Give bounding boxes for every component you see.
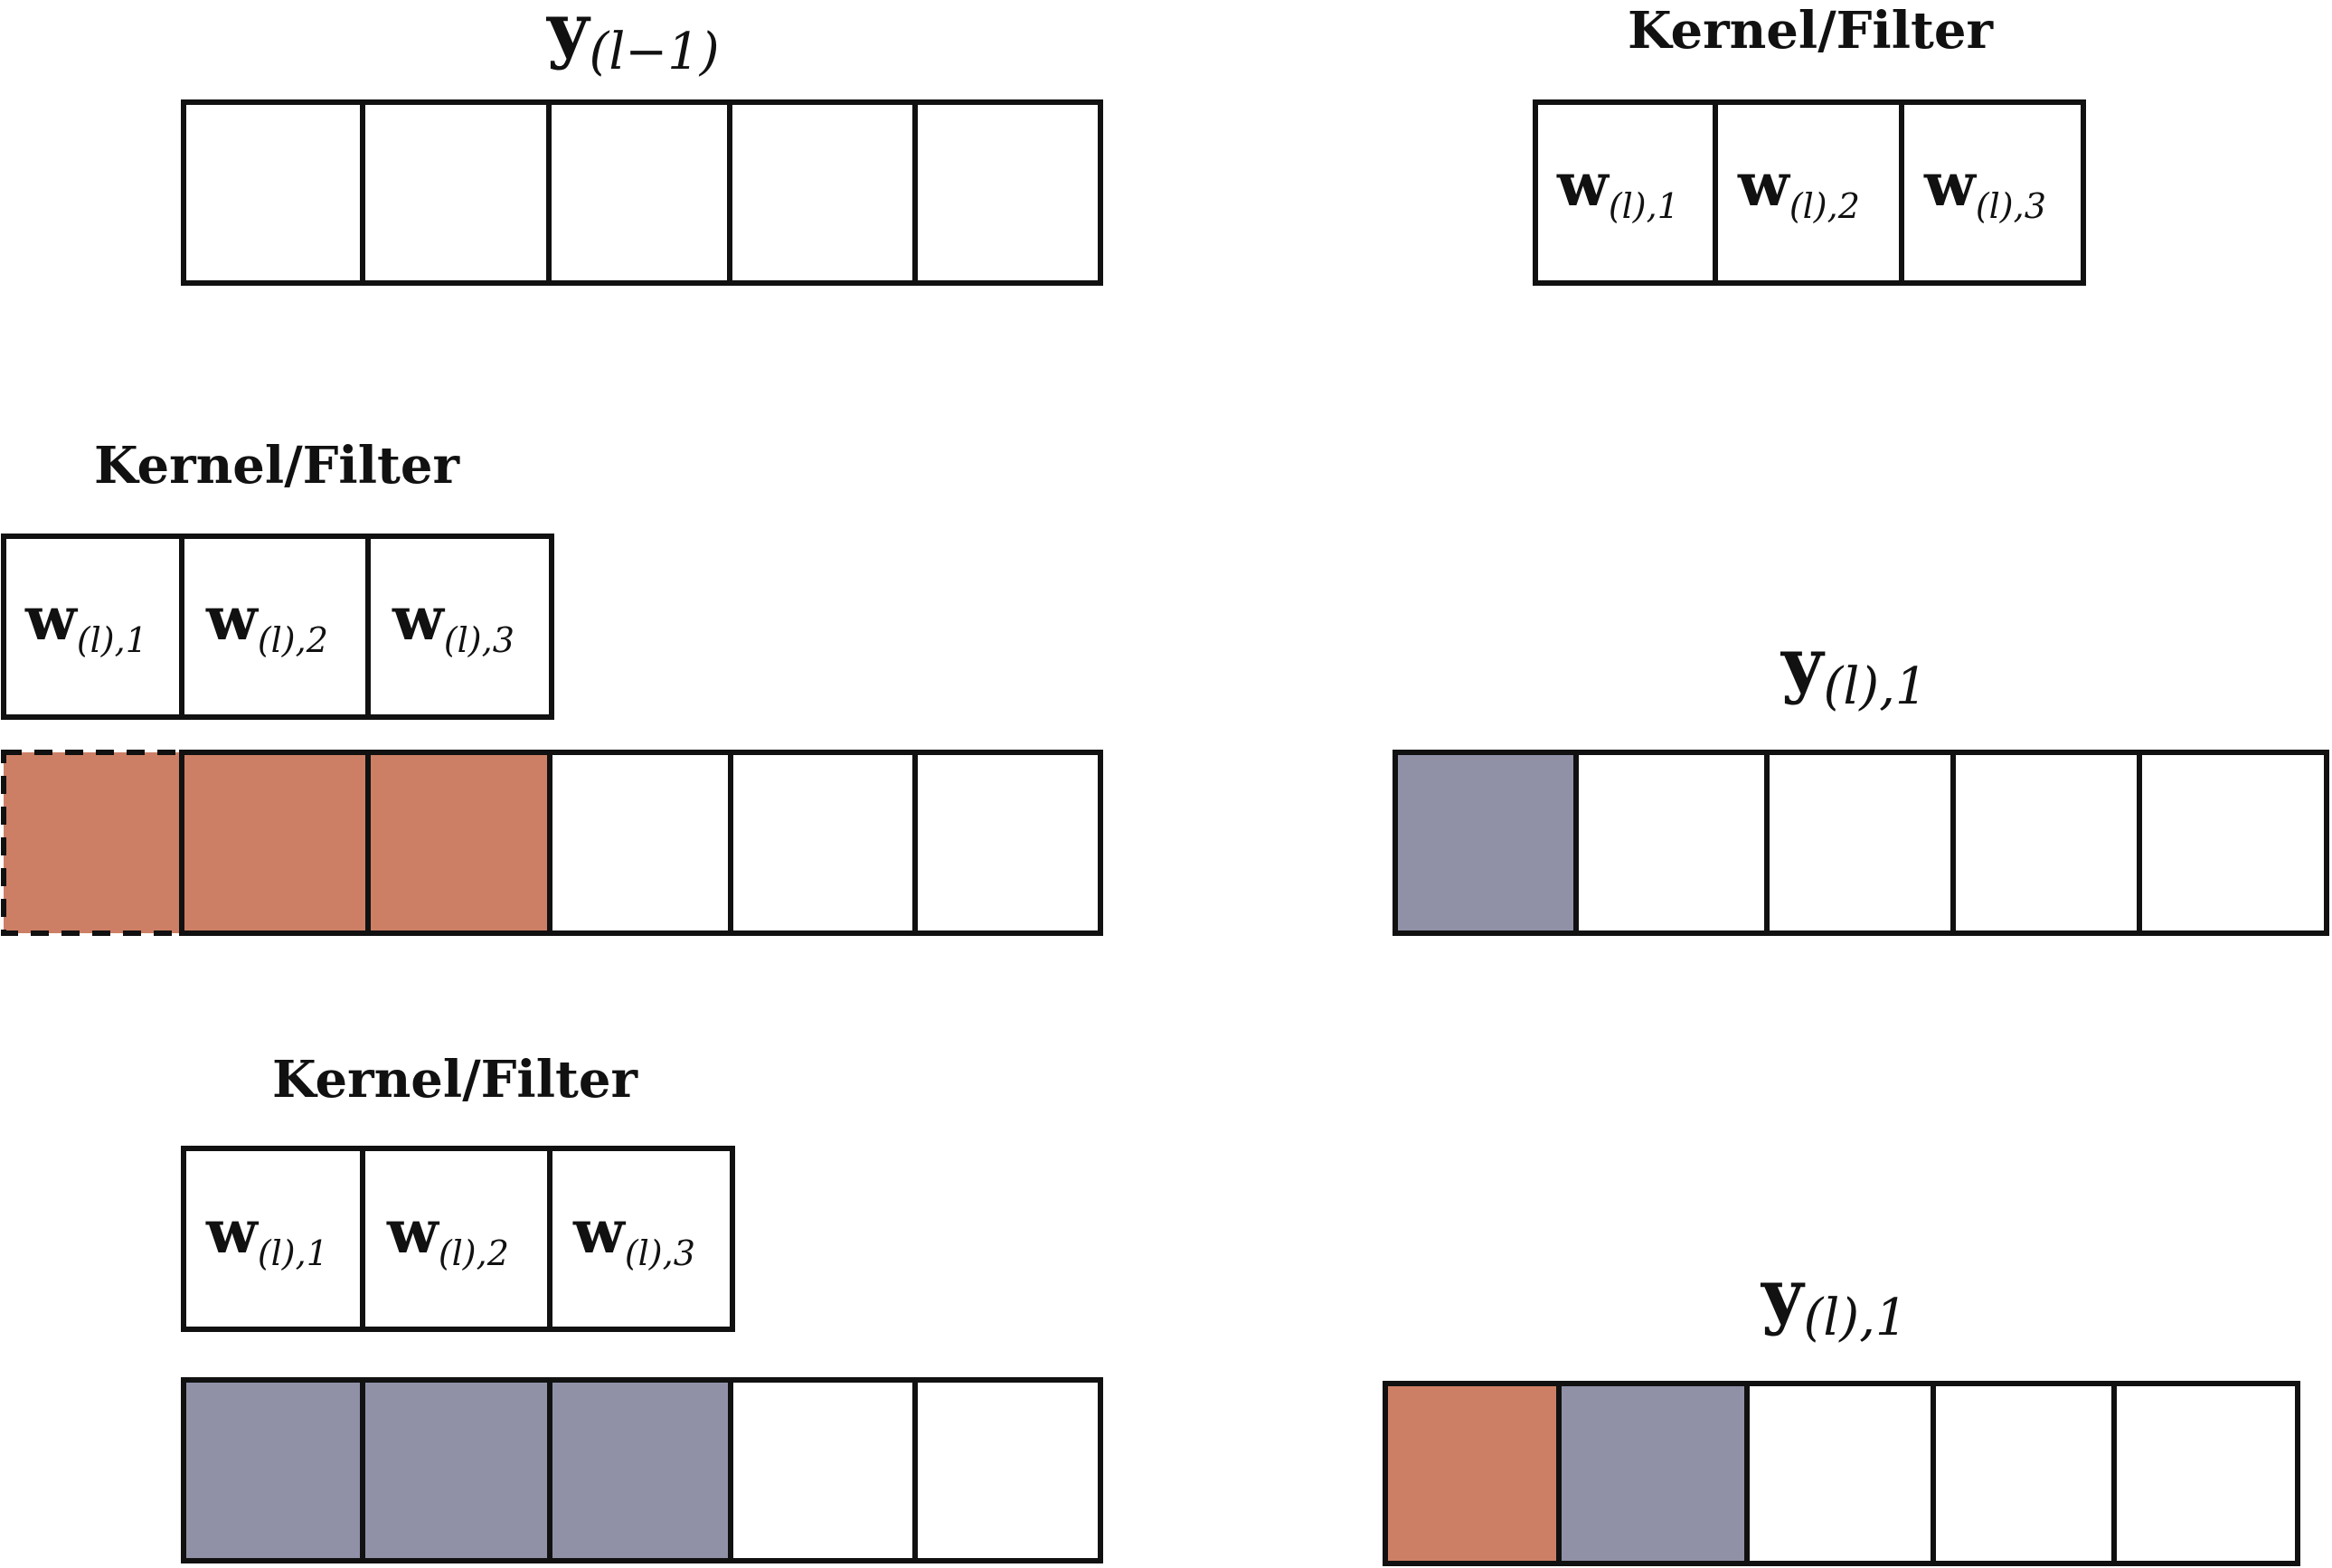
output-vector-label-2: y(l),1 bbox=[1760, 1252, 1908, 1347]
step1-output-cell-4 bbox=[1950, 750, 2142, 936]
step1-output-cell-1 bbox=[1393, 750, 1579, 936]
step-1-output: y(l),1 bbox=[1393, 621, 2329, 936]
input-vector-label: y(l−1) bbox=[545, 0, 720, 81]
step1-input-cell-2 bbox=[365, 750, 552, 936]
kernel-step1-weight-3: w(l),3 bbox=[392, 583, 515, 660]
kernel-top-cell-1 bbox=[1533, 99, 1718, 286]
step-2-output: y(l),1 bbox=[1383, 1252, 2300, 1566]
step-1-input bbox=[1, 750, 1103, 936]
step1-input-cell-4 bbox=[728, 750, 918, 936]
step2-output-cell-2 bbox=[1556, 1381, 1750, 1566]
kernel-step2-weight-3: w(l),3 bbox=[572, 1196, 695, 1273]
input-cell-2 bbox=[360, 99, 552, 286]
step2-input-cell-5 bbox=[912, 1377, 1103, 1563]
step1-output-cell-5 bbox=[2137, 750, 2329, 936]
kernel-top-weight-3: w(l),3 bbox=[1923, 149, 2046, 226]
input-cell-4 bbox=[727, 99, 918, 286]
step2-input-cell-4 bbox=[728, 1377, 918, 1563]
output-vector-label-1: y(l),1 bbox=[1780, 621, 1928, 716]
step-2-kernel: Kernel/Filter w(l),1 w(l),2 w(l),3 bbox=[181, 1050, 735, 1332]
kernel-top-weight-2: w(l),2 bbox=[1737, 149, 1860, 226]
kernel-step1-weight-1: w(l),1 bbox=[24, 583, 147, 660]
kernel-step2-cell-1 bbox=[181, 1146, 365, 1332]
kernel-step2-cell-3 bbox=[547, 1146, 735, 1332]
kernel-top-cell-3 bbox=[1899, 99, 2086, 286]
kernel-step1-weight-2: w(l),2 bbox=[205, 583, 328, 660]
input-vector-label-sub: (l−1) bbox=[589, 23, 719, 81]
kernel-step1-cell-1 bbox=[1, 534, 184, 720]
step1-input-cell-1 bbox=[179, 750, 371, 936]
step2-input-cell-1 bbox=[181, 1377, 365, 1563]
kernel-step2-weight-2: w(l),2 bbox=[386, 1196, 509, 1273]
step2-output-cell-4 bbox=[1931, 1381, 2117, 1566]
step-2-input bbox=[181, 1377, 1103, 1563]
input-cell-1 bbox=[181, 99, 365, 286]
kernel-title-top: Kernel/Filter bbox=[1628, 1, 1994, 61]
step1-output-cell-3 bbox=[1764, 750, 1956, 936]
step1-input-cell-3 bbox=[547, 750, 733, 936]
step2-output-cell-5 bbox=[2111, 1381, 2300, 1566]
kernel-title-step-1: Kernel/Filter bbox=[94, 436, 460, 496]
step1-input-cell-5 bbox=[912, 750, 1103, 936]
kernel-top-weight-1: w(l),1 bbox=[1556, 149, 1679, 226]
kernel-step1-cell-3 bbox=[365, 534, 554, 720]
input-vector-group: y(l−1) bbox=[181, 0, 1103, 286]
padding-cell bbox=[1, 750, 184, 936]
step2-input-cell-3 bbox=[547, 1377, 733, 1563]
kernel-title-step-2: Kernel/Filter bbox=[272, 1050, 638, 1110]
kernel-top-cell-2 bbox=[1713, 99, 1904, 286]
input-cell-5 bbox=[912, 99, 1103, 286]
input-cell-3 bbox=[546, 99, 732, 286]
input-vector-label-main: y bbox=[545, 0, 591, 71]
kernel-top-right: Kernel/Filter w(l),1 w(l),2 w(l),3 bbox=[1533, 1, 2086, 286]
step2-output-cell-3 bbox=[1744, 1381, 1936, 1566]
step2-output-cell-1 bbox=[1383, 1381, 1562, 1566]
step-1-kernel: Kernel/Filter w(l),1 w(l),2 w(l),3 bbox=[1, 436, 554, 720]
step2-input-cell-2 bbox=[360, 1377, 552, 1563]
kernel-step2-weight-1: w(l),1 bbox=[205, 1196, 328, 1273]
step1-output-cell-2 bbox=[1573, 750, 1770, 936]
kernel-step2-cell-2 bbox=[360, 1146, 552, 1332]
